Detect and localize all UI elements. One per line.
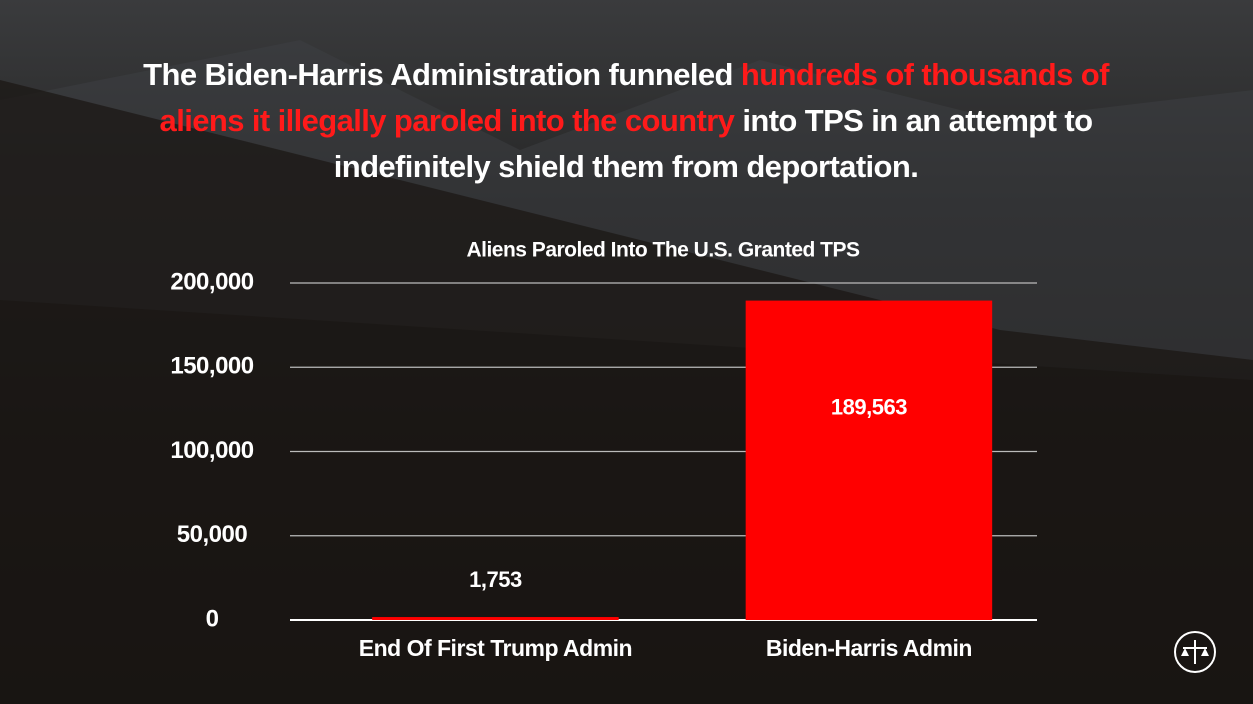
bar	[746, 301, 993, 620]
chart: Aliens Paroled Into The U.S. Granted TPS…	[0, 0, 1253, 704]
x-tick-label: Biden-Harris Admin	[766, 635, 972, 661]
value-label: 1,753	[469, 567, 522, 592]
y-tick-label: 50,000	[177, 521, 248, 548]
chart-title: Aliens Paroled Into The U.S. Granted TPS	[466, 239, 860, 262]
y-tick-label: 0	[206, 605, 219, 632]
y-tick-label: 150,000	[170, 353, 253, 380]
y-tick-label: 100,000	[170, 437, 253, 464]
logo	[1175, 632, 1215, 672]
value-label: 189,563	[831, 394, 907, 419]
slide: The Biden-Harris Administration funneled…	[0, 0, 1253, 704]
bar	[372, 617, 619, 620]
x-tick-label: End Of First Trump Admin	[359, 635, 632, 661]
y-tick-label: 200,000	[170, 268, 253, 295]
